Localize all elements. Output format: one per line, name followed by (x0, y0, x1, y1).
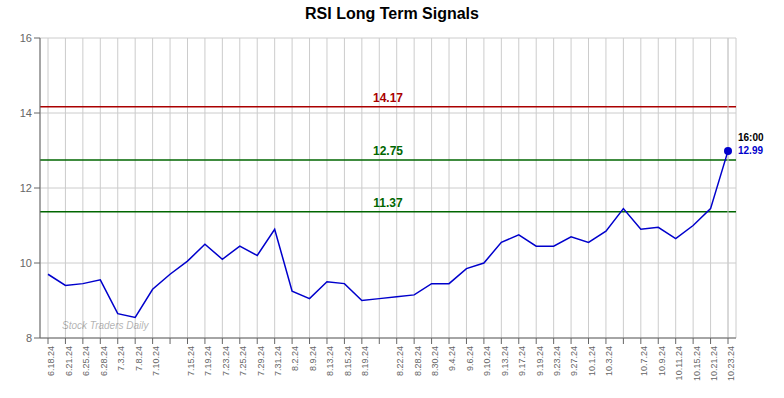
svg-text:10.21.24: 10.21.24 (709, 346, 719, 381)
svg-text:10.1.24: 10.1.24 (587, 346, 597, 376)
svg-text:11.37: 11.37 (373, 196, 403, 210)
svg-text:7.29.24: 7.29.24 (256, 346, 266, 376)
svg-text:9.23.24: 9.23.24 (552, 346, 562, 376)
svg-text:10.11.24: 10.11.24 (674, 346, 684, 380)
svg-text:8.30.24: 8.30.24 (430, 346, 440, 376)
svg-text:10: 10 (20, 257, 32, 269)
svg-text:8.2.24: 8.2.24 (290, 346, 300, 371)
svg-text:7.31.24: 7.31.24 (273, 346, 283, 376)
svg-text:8.15.24: 8.15.24 (343, 346, 353, 376)
svg-text:12.75: 12.75 (373, 144, 403, 158)
svg-text:7.23.24: 7.23.24 (221, 346, 231, 376)
svg-text:10.15.24: 10.15.24 (692, 346, 702, 381)
svg-text:10.3.24: 10.3.24 (604, 346, 614, 376)
svg-text:8.22.24: 8.22.24 (395, 346, 405, 376)
svg-text:9.4.24: 9.4.24 (447, 346, 457, 371)
svg-text:9.6.24: 9.6.24 (465, 346, 475, 371)
svg-text:6.21.24: 6.21.24 (64, 346, 74, 376)
svg-text:7.8.24: 7.8.24 (134, 346, 144, 371)
svg-text:6.28.24: 6.28.24 (99, 346, 109, 376)
svg-text:9.19.24: 9.19.24 (535, 346, 545, 376)
svg-text:8.13.24: 8.13.24 (325, 346, 335, 376)
svg-text:16: 16 (20, 32, 32, 44)
svg-text:8.28.24: 8.28.24 (413, 346, 423, 376)
svg-text:7.3.24: 7.3.24 (116, 346, 126, 371)
html-text:RSI Long Term Signals: RSI Long Term Signals (305, 5, 479, 22)
svg-text:8.9.24: 8.9.24 (308, 346, 318, 371)
svg-text:7.25.24: 7.25.24 (238, 346, 248, 376)
svg-text:10.7.24: 10.7.24 (639, 346, 649, 376)
svg-text:9.17.24: 9.17.24 (517, 346, 527, 376)
svg-text:9.27.24: 9.27.24 (569, 346, 579, 376)
svg-text:9.10.24: 9.10.24 (482, 346, 492, 376)
svg-text:10.9.24: 10.9.24 (657, 346, 667, 376)
svg-text:8: 8 (26, 332, 32, 344)
svg-text:12: 12 (20, 182, 32, 194)
svg-text:8.19.24: 8.19.24 (360, 346, 370, 376)
svg-text:7.10.24: 7.10.24 (151, 346, 161, 376)
html-text:Stock Traders Daily: Stock Traders Daily (62, 320, 149, 331)
svg-text:9.13.24: 9.13.24 (500, 346, 510, 376)
svg-text:10.23.24: 10.23.24 (726, 346, 736, 381)
svg-text:16:00: 16:00 (738, 132, 764, 143)
svg-text:14.17: 14.17 (373, 91, 403, 105)
svg-text:6.25.24: 6.25.24 (81, 346, 91, 376)
svg-text:7.19.24: 7.19.24 (203, 346, 213, 376)
svg-text:7.15.24: 7.15.24 (186, 346, 196, 376)
svg-text:14: 14 (20, 107, 32, 119)
svg-text:6.18.24: 6.18.24 (46, 346, 56, 376)
svg-text:12.99: 12.99 (738, 145, 763, 156)
